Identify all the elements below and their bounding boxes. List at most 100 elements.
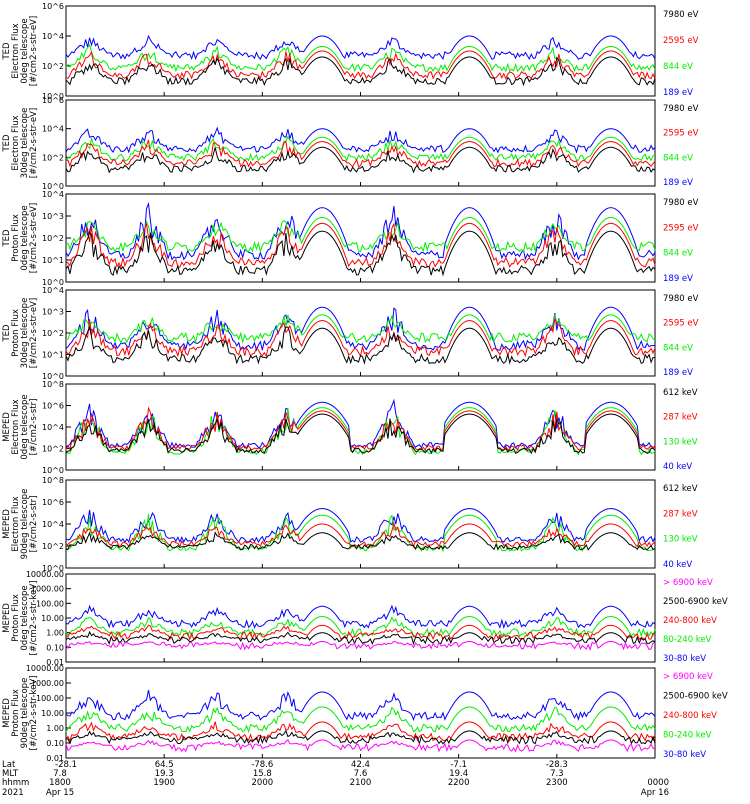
- series-line: [65, 729, 656, 746]
- y-axis-label-line: Proton Flux: [11, 309, 21, 357]
- y-axis-label-line: Electron Flux: [11, 115, 21, 170]
- x-axis-tick-label: 7.8: [53, 769, 67, 779]
- y-axis-label: TED Proton Flux 30deg telescope [#/cm2-s-st…: [2, 298, 39, 369]
- legend-entry: 189 eV: [663, 88, 693, 98]
- y-tick-label: 10^3: [42, 308, 64, 317]
- y-tick-label: 10^0: [42, 278, 64, 287]
- series-line: [65, 406, 656, 452]
- x-axis-tick-label: 7.6: [354, 769, 368, 779]
- series-line: [65, 135, 656, 162]
- legend-entry: 130 keV: [663, 437, 698, 447]
- legend-entry: 130 keV: [663, 535, 698, 545]
- x-axis-tick-label: 0000: [647, 778, 669, 788]
- x-axis-row-label: hhmm: [2, 778, 29, 788]
- y-axis-label-line: [#/cm2-s-str]: [29, 496, 39, 553]
- y-axis-label: TED Electron Flux 0deg telescope [#/cm2-s-s…: [2, 16, 39, 86]
- y-axis-label-line: 0deg telescope: [20, 18, 30, 83]
- y-axis-label-line: 30deg telescope: [20, 108, 30, 179]
- y-axis-label: MEPED Proton Flux 0deg telescope [#/cm2-s-s…: [2, 581, 39, 656]
- legend-entry: 40 keV: [663, 560, 692, 570]
- x-axis-tick-label: 2100: [350, 778, 372, 788]
- series-line: [65, 325, 656, 365]
- panel-7: 10000.00 1000.00 100.00 10.00 1.00 0.10 0.01 ME…: [2, 570, 728, 667]
- legend-entry: 2500-6900 keV: [663, 597, 728, 607]
- y-tick-label: 10^0: [42, 466, 64, 475]
- y-tick-label: 1000.00: [31, 679, 64, 688]
- y-tick-label: 10^2: [42, 542, 64, 551]
- x-axis-tick-label: Apr 16: [641, 788, 669, 798]
- y-tick-label: 10^1: [42, 351, 64, 360]
- legend-entry: 844 eV: [663, 343, 693, 353]
- series-line: [65, 230, 656, 277]
- x-axis-tick-label: -7.1: [450, 760, 467, 770]
- y-axis-label-line: 0deg telescope: [20, 205, 30, 270]
- y-axis-label-line: 90deg telescope: [20, 489, 30, 560]
- x-axis-tick-label: 7.3: [550, 769, 564, 779]
- y-tick-label: 10^8: [42, 380, 64, 389]
- legend-entry: 189 eV: [663, 368, 693, 378]
- legend-entry: > 6900 keV: [663, 578, 713, 588]
- y-tick-label: 10^2: [42, 62, 64, 71]
- y-tick-label: 10^4: [42, 520, 64, 529]
- x-axis-tick-label: 19.3: [155, 769, 174, 779]
- series-line: [65, 706, 656, 734]
- series-line: [65, 222, 656, 269]
- panel-8: 10000.00 1000.00 100.00 10.00 1.00 0.10 0.01 ME…: [2, 664, 728, 763]
- legend-entry: 844 eV: [663, 249, 693, 259]
- y-tick-label: 0.10: [46, 739, 64, 748]
- y-axis-label-line: Proton Flux: [11, 689, 21, 737]
- y-tick-label: 10^1: [42, 256, 64, 265]
- y-tick-label: 10^6: [42, 2, 64, 11]
- x-axis-tick-label: 1900: [153, 778, 175, 788]
- y-tick-label: 10^2: [42, 153, 64, 162]
- y-axis-label: TED Electron Flux 30deg telescope [#/cm2-s-…: [2, 108, 39, 179]
- y-axis-label-line: TED: [2, 42, 12, 61]
- panel-frame: [65, 573, 656, 663]
- series-line: [65, 624, 656, 641]
- y-axis-label-line: 30deg telescope: [20, 298, 30, 369]
- x-axis-tick-label: 42.4: [351, 760, 370, 770]
- series-line: [65, 616, 656, 638]
- legend-entry: 612 keV: [663, 388, 698, 398]
- y-tick-label: 10^6: [42, 498, 64, 507]
- y-tick-label: 100.00: [36, 599, 64, 608]
- legend-entry: 40 keV: [663, 462, 692, 472]
- legend-entry: 80-240 keV: [663, 731, 712, 741]
- y-tick-label: 100.00: [36, 694, 64, 703]
- legend-entry: 287 keV: [663, 413, 698, 423]
- series-line: [65, 139, 656, 169]
- series-line: [65, 630, 656, 646]
- y-tick-label: 10^4: [42, 423, 64, 432]
- y-tick-label: 0.10: [46, 643, 64, 652]
- legend-entry: 240-800 keV: [663, 711, 717, 721]
- y-tick-label: 10000.00: [26, 664, 64, 673]
- y-tick-label: 10^3: [42, 212, 64, 221]
- y-tick-label: 10^4: [42, 32, 64, 41]
- y-tick-label: 10^6: [42, 96, 64, 105]
- x-axis-row-label: Lat: [2, 760, 16, 770]
- series-line: [65, 126, 656, 154]
- y-axis-label-line: Proton Flux: [11, 214, 21, 262]
- y-axis-label-line: 0deg telescope: [20, 394, 30, 459]
- series-line: [65, 508, 656, 544]
- y-axis-label-line: MEPED: [2, 603, 12, 633]
- series-line: [65, 306, 656, 352]
- series-line: [65, 604, 656, 630]
- y-axis-label-line: [#/cm2-s-str]: [29, 399, 39, 456]
- x-axis-tick-label: 15.8: [253, 769, 272, 779]
- y-axis-label-line: [#/cm2-s-str-eV]: [29, 298, 39, 368]
- legend-entry: 30-80 keV: [663, 654, 706, 664]
- y-tick-label: 10000.00: [26, 570, 64, 579]
- legend-entry: 612 keV: [663, 484, 698, 494]
- y-axis-label-line: Electron Flux: [11, 496, 21, 551]
- panel-frame: [65, 289, 656, 377]
- y-tick-label: 10^0: [42, 372, 64, 381]
- series-line: [65, 201, 656, 261]
- series-line: [65, 146, 656, 174]
